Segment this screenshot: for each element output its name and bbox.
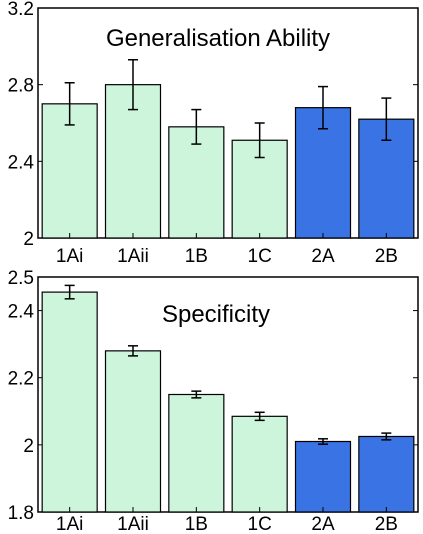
y-tick-label: 2.4 bbox=[8, 152, 35, 173]
bar-2A bbox=[294, 440, 352, 513]
axes-box bbox=[37, 276, 419, 513]
x-tick-label-2B: 2B bbox=[375, 246, 398, 267]
x-tick-label-1Aii: 1Aii bbox=[117, 246, 149, 267]
y-tick-label: 1.8 bbox=[8, 503, 34, 524]
chart-title: Specificity bbox=[162, 301, 270, 328]
x-tick-label-1Ai: 1Ai bbox=[56, 514, 83, 534]
y-tick-label: 2 bbox=[23, 229, 34, 250]
bar-1Aii bbox=[104, 350, 162, 513]
x-tick-label-2B: 2B bbox=[375, 514, 398, 534]
x-tick-label-1Ai: 1Ai bbox=[56, 246, 83, 267]
bar-1B bbox=[168, 126, 225, 239]
x-tick-label-1B: 1B bbox=[185, 514, 208, 534]
x-tick-label-1Aii: 1Aii bbox=[117, 514, 149, 534]
x-tick-label-2A: 2A bbox=[311, 246, 335, 267]
panel-specificity: 1.8 2 2.2 2.4 2.5 1Ai 1Aii 1B 1C 2A 2B Specificity bbox=[8, 268, 419, 534]
x-tick-label-2A: 2A bbox=[311, 514, 335, 534]
y-tick-label: 2.4 bbox=[8, 302, 35, 323]
axes-box bbox=[37, 7, 419, 239]
y-tick-label: 3.2 bbox=[8, 0, 34, 20]
x-tick-label-1C: 1C bbox=[248, 246, 272, 267]
y-tick-label: 2.5 bbox=[8, 268, 34, 289]
chart-title: Generalisation Ability bbox=[106, 25, 330, 52]
bar-1B bbox=[168, 393, 225, 513]
bar-2B bbox=[358, 435, 415, 513]
y-tick-label: 2.2 bbox=[8, 369, 34, 390]
x-tick-label-1B: 1B bbox=[185, 246, 208, 267]
bar-1C bbox=[231, 415, 288, 513]
bar-1Ai bbox=[41, 291, 98, 513]
x-tick-label-1C: 1C bbox=[248, 514, 272, 534]
y-tick-label: 2 bbox=[23, 436, 34, 457]
panel-generalisation-ability: 2 2.4 2.8 3.2 1Ai 1Aii 1B 1C 2A 2B Generalisation … bbox=[8, 0, 419, 267]
y-tick-label: 2.8 bbox=[8, 76, 34, 97]
